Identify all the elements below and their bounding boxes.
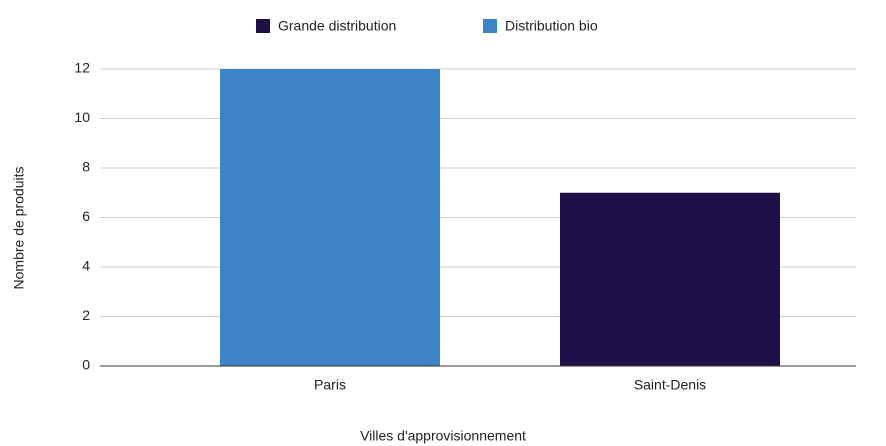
bar [220,69,440,366]
legend-label: Grande distribution [278,18,396,34]
y-tick-label: 6 [82,208,90,224]
y-tick-label: 8 [82,159,90,175]
y-tick-label: 4 [82,258,90,274]
x-tick-label: Saint-Denis [634,377,706,393]
y-tick-label: 2 [82,307,90,323]
legend-swatch [483,19,497,33]
legend-label: Distribution bio [505,18,598,34]
y-tick-label: 12 [74,60,90,76]
y-tick-label: 10 [74,109,90,125]
bar [560,192,780,366]
y-axis-label: Nombre de produits [11,167,27,290]
legend-swatch [256,19,270,33]
x-tick-label: Paris [314,377,346,393]
y-tick-label: 0 [82,357,90,373]
x-axis-label: Villes d'approvisionnement [360,428,526,444]
